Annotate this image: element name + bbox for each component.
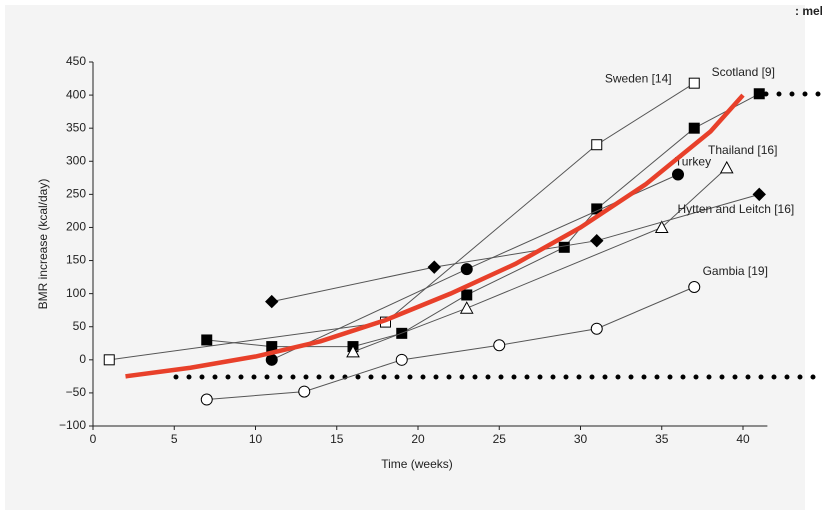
y-tick-label: 400 xyxy=(66,87,86,101)
trend-line xyxy=(125,93,745,379)
x-tick-label: 15 xyxy=(330,432,344,446)
series-label: Gambia [19] xyxy=(703,264,768,278)
x-tick-label: 40 xyxy=(736,432,750,446)
marker xyxy=(752,187,766,202)
marker xyxy=(265,294,279,309)
series-label: Turkey xyxy=(675,155,711,169)
marker xyxy=(493,339,506,352)
x-tick-label: 0 xyxy=(90,432,97,446)
series-label: Sweden [14] xyxy=(605,71,672,85)
x-tick-label: 20 xyxy=(411,432,425,446)
x-tick-label: 5 xyxy=(171,432,178,446)
marker xyxy=(688,281,701,294)
marker xyxy=(103,354,115,366)
y-tick-label: 350 xyxy=(66,120,86,134)
marker xyxy=(201,334,213,346)
series-label: Hytten and Leitch [16] xyxy=(677,202,795,217)
y-tick-label: −50 xyxy=(66,385,87,399)
marker xyxy=(688,122,700,134)
marker xyxy=(395,353,408,366)
series-line xyxy=(271,193,760,303)
marker xyxy=(265,353,278,366)
x-tick-label: 35 xyxy=(655,432,669,446)
panel xyxy=(5,5,805,510)
x-tick-label: 25 xyxy=(493,432,507,446)
series-label: Scotland [9] xyxy=(712,65,775,79)
x-tick-label: 30 xyxy=(574,432,588,446)
marker xyxy=(346,344,360,358)
annotation: : mel xyxy=(795,4,822,18)
y-tick-label: 250 xyxy=(66,187,86,201)
marker xyxy=(427,260,441,274)
series-line xyxy=(206,286,695,401)
marker xyxy=(672,168,684,181)
marker xyxy=(590,233,604,248)
y-tick-label: 50 xyxy=(73,319,87,333)
y-tick-label: 300 xyxy=(66,153,86,167)
x-tick-label: 10 xyxy=(249,432,263,446)
marker xyxy=(558,241,570,253)
marker xyxy=(591,139,603,151)
series-label: Thailand [16] xyxy=(708,143,777,157)
y-tick-label: 100 xyxy=(66,286,86,300)
marker xyxy=(753,88,765,100)
y-tick-label: 150 xyxy=(66,253,86,267)
marker xyxy=(460,263,473,276)
y-tick-label: 0 xyxy=(79,352,86,366)
y-axis-label: BMR increase (kcal/day) xyxy=(36,179,50,310)
series-line xyxy=(109,82,695,361)
marker xyxy=(459,301,474,314)
marker xyxy=(688,77,700,89)
marker xyxy=(719,160,734,174)
marker xyxy=(298,385,311,398)
x-axis-label: Time (weeks) xyxy=(381,457,453,471)
marker xyxy=(461,289,473,301)
series-line xyxy=(352,167,728,353)
y-tick-label: 200 xyxy=(66,220,86,234)
series-label: Hytten and Leitch [16] xyxy=(677,202,795,217)
y-tick-label: 450 xyxy=(66,54,86,68)
y-tick-label: −100 xyxy=(59,418,86,432)
marker xyxy=(590,322,603,335)
marker xyxy=(654,220,669,233)
marker xyxy=(200,393,213,406)
